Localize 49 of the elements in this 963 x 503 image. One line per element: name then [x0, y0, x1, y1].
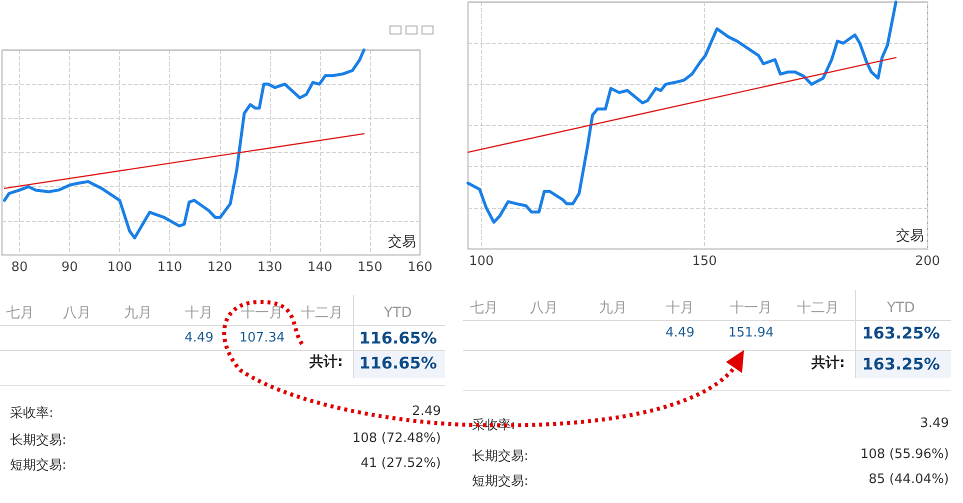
text: 3.49 [920, 416, 949, 431]
text: 151.94 [728, 326, 774, 340]
text: 85 (44.04%) [868, 472, 949, 487]
text: 4.49 [666, 326, 694, 340]
text: 163.25% [862, 324, 940, 342]
text: 108 (55.96%) [860, 447, 949, 462]
x-axis-title: 交易 [388, 234, 416, 250]
text: 八月 [530, 299, 558, 317]
x-tick-label: 120 [207, 260, 232, 275]
text: 116.65% [359, 328, 437, 348]
text: 十一月 [241, 304, 283, 322]
text: 八月 [63, 304, 91, 322]
text: 长期交易: [472, 448, 528, 465]
text: 短期交易: [10, 457, 66, 474]
text: 41 (27.52%) [360, 456, 441, 471]
text: 108 (72.48%) [352, 431, 441, 446]
text: 163.25% [862, 354, 940, 374]
text: 十月 [185, 304, 213, 322]
text: 107.34 [239, 330, 285, 346]
text: 十一月 [730, 299, 772, 317]
text: 九月 [124, 304, 152, 322]
x-tick-label: 150 [692, 254, 717, 269]
text: 采收率: [10, 405, 54, 422]
text: 七月 [470, 299, 498, 317]
text: 短期交易: [472, 473, 528, 490]
text: 七月 [6, 304, 34, 322]
text: YTD [887, 300, 915, 316]
x-tick-label: 110 [157, 260, 182, 275]
x-tick-label: 100 [107, 260, 132, 275]
x-tick-label: 80 [11, 260, 28, 275]
x-tick-label: 150 [358, 260, 382, 275]
text: 十二月 [797, 299, 839, 317]
x-tick-label: 100 [468, 254, 494, 269]
x-tick-label: 200 [915, 254, 940, 269]
x-axis-title: 交易 [896, 228, 924, 244]
text: 十二月 [301, 304, 343, 322]
text: 4.49 [184, 330, 214, 346]
x-tick-label: 140 [307, 260, 332, 275]
text: 共计: [309, 353, 343, 371]
x-tick-label: 160 [408, 260, 432, 275]
x-tick-label: 90 [61, 260, 78, 275]
text: 十月 [666, 299, 694, 317]
text: 九月 [599, 299, 627, 317]
x-tick-label: 130 [257, 260, 282, 275]
text: 116.65% [359, 354, 437, 372]
text: 长期交易: [10, 432, 66, 449]
text: 共计: [811, 354, 845, 372]
text: YTD [384, 305, 412, 321]
text: 2.49 [412, 404, 441, 419]
